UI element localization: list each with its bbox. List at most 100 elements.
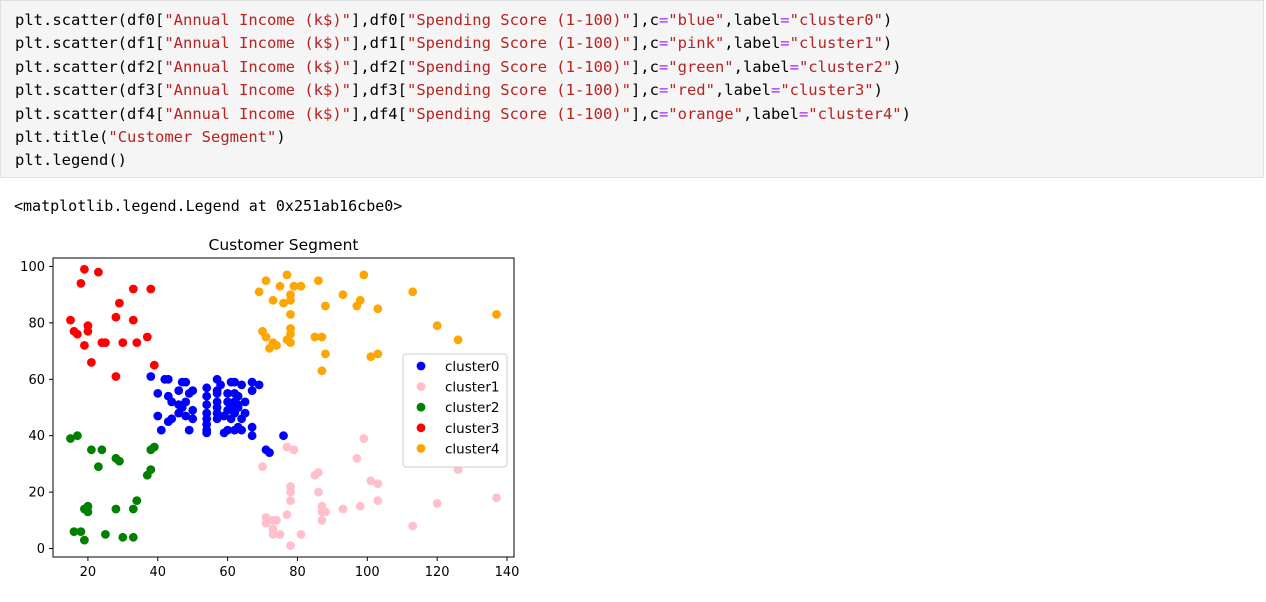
legend-label-cluster1: cluster1 [445,380,500,396]
data-point-cluster3 [80,341,89,350]
data-point-cluster1 [286,482,295,491]
data-point-cluster4 [373,349,383,359]
code-line[interactable]: plt.scatter(df2["Annual Income (k$)"],df… [15,56,902,79]
data-point-cluster4 [373,304,383,314]
code-token: "cluster2" [798,57,893,76]
data-point-cluster4 [453,335,463,345]
code-token: "green" [668,57,734,76]
data-point-cluster4 [492,310,501,319]
code-token: "cluster1" [789,34,883,53]
code-token: ],c [630,81,659,100]
code-token: "blue" [668,11,725,29]
code-token: ],df3[ [350,81,407,100]
data-point-cluster1 [258,462,267,472]
data-point-cluster4 [321,301,330,311]
data-point-cluster1 [296,530,306,539]
code-token: "Annual Income (k$)" [164,104,351,123]
code-token: "Spending Score (1-100)" [406,11,631,29]
code-line[interactable]: plt.scatter(df1["Annual Income (k$)"],df… [15,32,892,55]
data-point-cluster4 [317,366,327,376]
data-point-cluster0 [202,428,212,438]
code-line[interactable]: plt.scatter(df3["Annual Income (k$)"],df… [15,79,883,102]
legend-marker-cluster4 [416,444,426,453]
data-point-cluster1 [355,501,365,511]
code-line[interactable]: plt.scatter(df4["Annual Income (k$)"],df… [15,103,911,126]
data-point-cluster3 [115,298,124,308]
data-point-cluster2 [128,532,138,542]
data-point-cluster1 [373,479,383,489]
code-token: "Spending Score (1-100)" [406,34,631,53]
data-point-cluster3 [94,267,103,277]
x-tick-label: 40 [149,565,166,580]
data-point-cluster0 [279,431,288,441]
y-tick-label: 80 [28,316,45,331]
data-point-cluster0 [188,414,198,424]
code-token: ,label [724,34,781,53]
code-token: ( [99,128,109,146]
data-point-cluster4 [272,341,281,350]
data-point-cluster0 [146,372,156,381]
code-token: plt [15,81,43,100]
data-point-cluster4 [261,276,271,285]
code-token: "cluster3" [780,81,874,100]
data-point-cluster4 [282,270,292,280]
code-token: . [43,34,53,53]
data-point-cluster0 [247,431,257,441]
code-token: . [43,81,53,100]
scatter-chart: Customer Segment 20 40 60 80 100 120 140 0 20 40 6… [20,236,519,580]
data-point-cluster4 [408,287,418,297]
code-token: (df2[ [117,57,165,76]
data-point-cluster0 [265,448,274,457]
legend-label-cluster2: cluster2 [445,400,500,416]
code-token: ],c [630,104,659,123]
data-point-cluster1 [408,521,418,531]
code-token: "Customer Segment" [108,128,277,146]
data-point-cluster2 [149,442,159,452]
data-point-cluster1 [286,541,295,551]
data-point-cluster4 [286,295,295,305]
code-token: "Spending Score (1-100)" [406,57,631,76]
code-token: "orange" [668,104,743,123]
data-point-cluster1 [317,515,327,525]
code-line[interactable]: plt.title("Customer Segment") [15,126,286,149]
data-point-cluster1 [432,499,442,508]
code-token: . [43,57,53,76]
y-tick-label: 0 [37,542,45,557]
code-token: (df0[ [117,11,165,29]
code-token: plt [15,151,43,170]
code-token: "Spending Score (1-100)" [406,104,631,123]
data-point-cluster0 [247,377,257,387]
data-point-cluster0 [247,386,257,395]
data-point-cluster4 [432,321,442,331]
data-point-cluster0 [153,411,163,421]
legend-label-cluster4: cluster4 [445,441,500,457]
data-point-cluster0 [237,380,247,390]
data-point-cluster1 [314,487,323,497]
data-point-cluster0 [230,377,240,387]
data-point-cluster0 [202,383,212,393]
code-token: ],df1[ [350,34,407,53]
code-line[interactable]: plt.legend() [15,149,127,172]
data-point-cluster0 [223,389,233,398]
data-point-cluster4 [338,290,348,300]
data-point-cluster0 [181,377,191,387]
data-point-cluster0 [188,386,198,395]
code-line[interactable]: plt.scatter(df0["Annual Income (k$)"],df… [15,9,892,32]
code-token: ],df4[ [350,104,407,123]
data-point-cluster2 [83,501,93,511]
data-point-cluster0 [240,397,250,407]
data-point-cluster0 [254,380,264,390]
code-token: = [780,11,790,29]
data-point-cluster0 [212,389,222,398]
code-token: scatter [52,81,118,100]
data-point-cluster4 [275,281,285,291]
code-token: . [43,151,53,170]
code-cell[interactable]: plt.scatter(df0["Annual Income (k$)"],df… [0,0,1264,178]
data-point-cluster4 [296,281,306,291]
data-point-cluster1 [275,530,285,539]
code-token: ],df0[ [350,11,407,29]
chart-legend: cluster0 cluster1 cluster2 cluster3 cluster4 [402,353,508,468]
code-token: "Annual Income (k$)" [164,81,351,100]
chart-title: Customer Segment [209,236,359,254]
data-point-cluster1 [352,453,362,463]
